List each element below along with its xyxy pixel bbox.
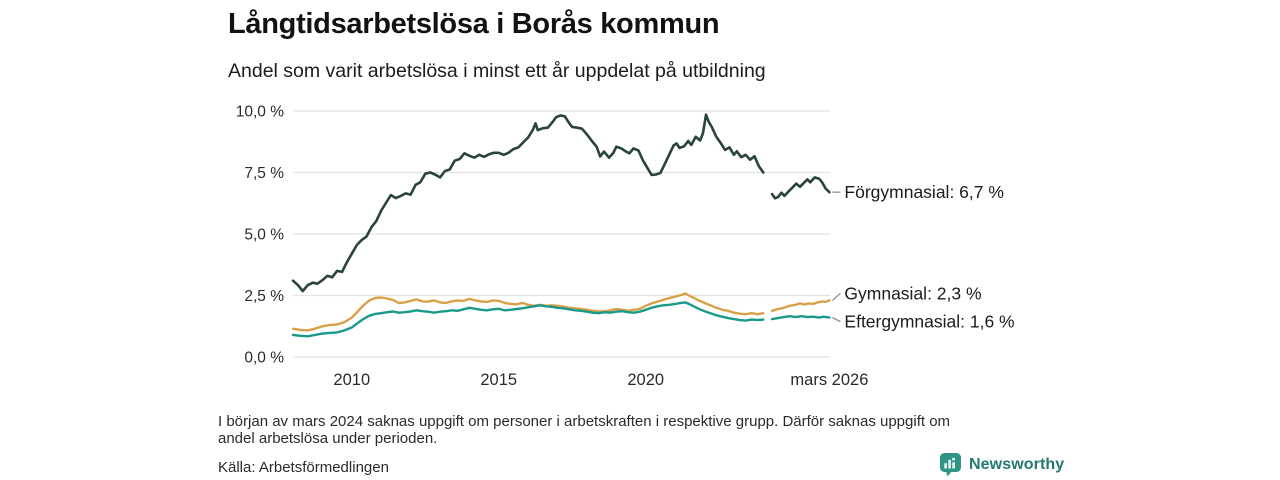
series-line-förgymnasial bbox=[291, 113, 765, 293]
series-line-gymnasial bbox=[770, 299, 831, 312]
page-title: Långtidsarbetslösa i Borås kommun bbox=[228, 8, 720, 40]
y-axis-label: 0,0 % bbox=[244, 350, 284, 367]
footnote: I början av mars 2024 saknas uppgift om … bbox=[218, 413, 950, 447]
x-axis-label: 2015 bbox=[480, 371, 517, 389]
series-end-label: Gymnasial: 2,3 % bbox=[844, 283, 981, 303]
x-axis-label: mars 2026 bbox=[790, 371, 868, 389]
series-line-gymnasial bbox=[291, 292, 765, 332]
brand-logo: Newsworthy bbox=[939, 452, 1064, 477]
source-text: Källa: Arbetsförmedlingen bbox=[218, 459, 389, 476]
label-connector bbox=[832, 317, 841, 323]
page-subtitle: Andel som varit arbetslösa i minst ett å… bbox=[228, 60, 766, 82]
series-line-eftergymnasial bbox=[770, 315, 831, 321]
y-axis-label: 10,0 % bbox=[236, 104, 284, 121]
bar-chart-speech-bubble-icon bbox=[940, 453, 961, 477]
footnote-line-1: I början av mars 2024 saknas uppgift om … bbox=[218, 413, 951, 430]
series-line-förgymnasial bbox=[770, 176, 831, 200]
label-connector bbox=[831, 292, 841, 301]
y-axis-label: 2,5 % bbox=[244, 288, 284, 305]
x-axis-label: 2010 bbox=[333, 371, 370, 389]
footnote-line-2: andel arbetslösa under perioden. bbox=[218, 430, 438, 447]
series-line-eftergymnasial bbox=[291, 301, 765, 338]
brand-name: Newsworthy bbox=[969, 455, 1065, 473]
y-axis-label: 7,5 % bbox=[244, 165, 284, 182]
series-end-label: Förgymnasial: 6,7 % bbox=[844, 182, 1004, 202]
y-axis-label: 5,0 % bbox=[244, 227, 284, 244]
series-end-label: Eftergymnasial: 1,6 % bbox=[844, 312, 1014, 332]
x-axis-label: 2020 bbox=[627, 371, 664, 389]
